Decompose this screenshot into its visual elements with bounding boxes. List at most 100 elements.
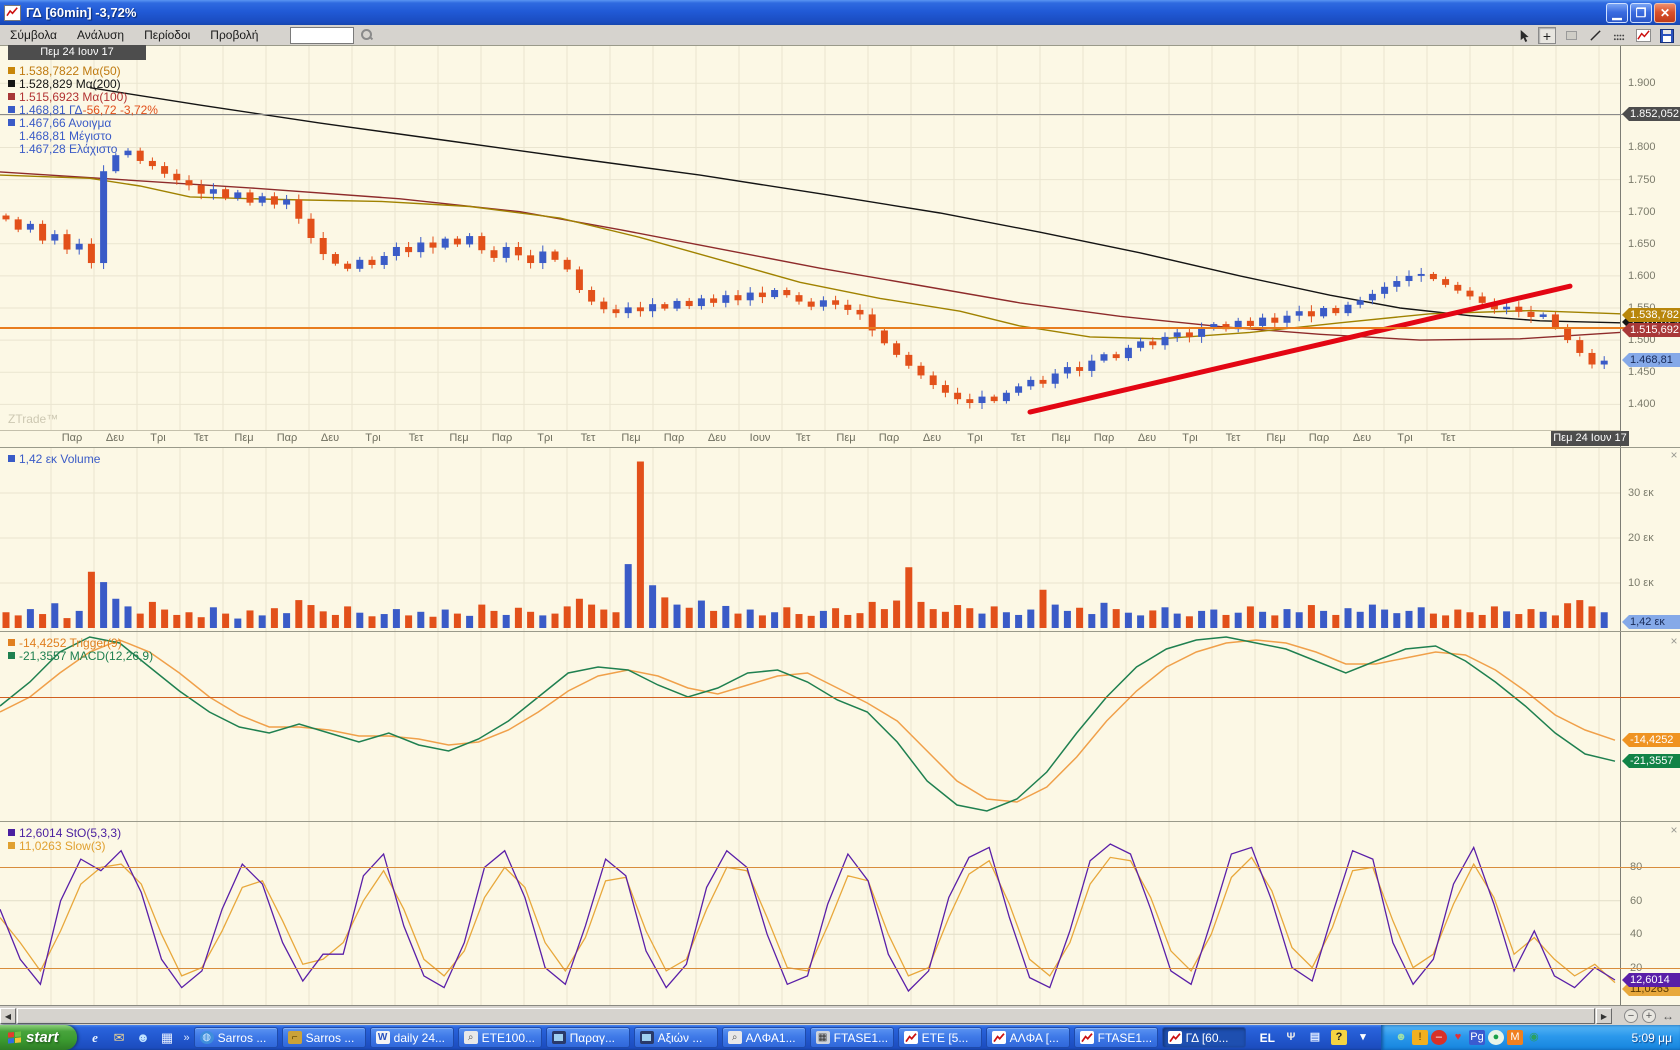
price-hline-1 (0, 327, 1680, 329)
taskbar-button-ΑΛΦΑ1-[interactable]: ⌕ ΑΛΦΑ1... (721, 1027, 806, 1048)
time-axis-label: Πεμ (1051, 432, 1071, 444)
ie-icon[interactable]: e (92, 1029, 98, 1045)
taskbar-button-Αξιών-[interactable]: Αξιών ... (633, 1027, 718, 1048)
volume-tick-10: 10 εκ (1628, 577, 1654, 589)
menu-view[interactable]: Προβολή (210, 28, 259, 42)
volume-tick-20: 20 εκ (1628, 532, 1654, 544)
taskbar-button-FTASE1-[interactable]: ▦ FTASE1... (809, 1027, 894, 1048)
taskbar-button-label: ΓΔ [60... (1185, 1030, 1229, 1045)
volume-legend: 1,42 εκ Volume (8, 451, 101, 466)
legend-text: 1.538,7822 Μα(50) (19, 63, 121, 78)
price-hline-0 (0, 114, 1680, 115)
menu-analysis[interactable]: Ανάλυση (77, 28, 125, 42)
crosshair-icon[interactable]: + (1538, 27, 1556, 44)
legend-row: 1.538,7822 Μα(50) (8, 63, 158, 78)
macd-zero-line (0, 697, 1680, 698)
scrollbar-thumb[interactable] (17, 1008, 1595, 1024)
heart-icon[interactable]: ♥ (1454, 1031, 1462, 1043)
time-axis-label: Παρ (878, 432, 900, 444)
time-axis-label: Τετ (580, 432, 596, 444)
help-icon[interactable]: ? (1330, 1030, 1347, 1045)
legend-row: -14,4252 Trigger(9) (8, 635, 153, 650)
box-icon[interactable] (1562, 27, 1580, 44)
volume-chart-canvas[interactable] (0, 448, 1620, 631)
pointer-icon[interactable] (1514, 27, 1532, 44)
taskbar-button-Sarros-[interactable]: ⌐ Sarros ... (281, 1027, 366, 1048)
taskbar-button-ETE-5-[interactable]: ETE [5... (897, 1027, 982, 1048)
taskbar-button-ETE100-[interactable]: ⌕ ETE100... (457, 1027, 542, 1048)
messenger-icon[interactable]: ☻ (136, 1030, 150, 1045)
menu-symbols[interactable]: Σύμβολα (10, 28, 57, 42)
eye-icon[interactable]: ◉ (1529, 1031, 1539, 1043)
taskbar-button-ΑΛΦΑ-[interactable]: ΑΛΦΑ [... (985, 1027, 1070, 1048)
price-legend: 1.538,7822 Μα(50) 1.528,829 Μα(200) 1.515,… (8, 63, 158, 156)
time-axis-label: Δευ (1137, 432, 1157, 444)
time-axis-label: Παρ (1093, 432, 1115, 444)
legend-text: -14,4252 Trigger(9) (19, 635, 122, 650)
legend-text: -56,72 -3,72% (82, 102, 158, 117)
time-axis-label: Τετ (408, 432, 424, 444)
user-icon[interactable]: ☻ (1395, 1031, 1407, 1043)
taskbar-button-label: ΑΛΦΑ1... (745, 1030, 796, 1045)
taskbar-button-label: ΑΛΦΑ [... (1009, 1030, 1059, 1045)
scroll-right-arrow[interactable]: ▶ (1596, 1008, 1612, 1024)
watermark: ZTrade™ (8, 412, 59, 426)
quick-launch-bar: e ✉ ☻ ▦ (87, 1029, 176, 1046)
time-axis-label: Τετ (1010, 432, 1026, 444)
close-button[interactable]: ✕ (1654, 2, 1676, 23)
macd-chart-canvas[interactable] (0, 632, 1620, 821)
quick-launch-overflow-icon[interactable]: » (183, 1031, 190, 1044)
monitor-icon (639, 1031, 654, 1044)
close-volume-panel-icon[interactable]: × (1670, 448, 1678, 462)
mail-icon[interactable]: ✉ (113, 1029, 125, 1045)
green-app-icon[interactable]: ● (1487, 1030, 1504, 1045)
time-axis-label: Τρι (150, 432, 166, 444)
search-icon[interactable] (360, 28, 374, 42)
magnifier-icon: ⌕ (727, 1031, 742, 1044)
stochastic-legend: 12,6014 StO(5,3,3) 11,0263 Slow(3) (8, 826, 121, 853)
close-stochastic-panel-icon[interactable]: × (1670, 823, 1678, 837)
pdf-app-icon[interactable]: Pg (1468, 1030, 1485, 1045)
legend-marker-icon (8, 829, 15, 836)
keyboard-icon[interactable]: ▤ (1309, 1031, 1321, 1043)
legend-row: 1.468,81 ΓΔ -56,72 -3,72% (8, 102, 158, 117)
trendline-icon[interactable] (1586, 27, 1604, 44)
zoom-out-button[interactable]: − (1624, 1009, 1638, 1023)
taskbar-clock: 5:09 μμ (1631, 1030, 1672, 1045)
taskbar-button-Sarros-[interactable]: ◍ Sarros ... (193, 1027, 278, 1048)
legend-row: 1,42 εκ Volume (8, 451, 101, 466)
scroll-left-arrow[interactable]: ◀ (0, 1008, 16, 1024)
stochastic-chart-canvas[interactable] (0, 822, 1620, 1005)
minimize-button[interactable]: ▁ (1606, 2, 1628, 23)
close-macd-panel-icon[interactable]: × (1670, 634, 1678, 648)
desktop-icon[interactable]: ▦ (160, 1029, 174, 1045)
taskbar-button-FTASE1-[interactable]: FTASE1... (1073, 1027, 1158, 1048)
start-button[interactable]: start (0, 1025, 77, 1050)
symbol-search-input[interactable] (290, 26, 355, 44)
taskbar-button-Παραγ-[interactable]: Παραγ... (545, 1027, 630, 1048)
language-indicator[interactable]: EL (1259, 1030, 1275, 1045)
shield-icon[interactable]: ! (1411, 1030, 1428, 1045)
save-icon[interactable] (1658, 27, 1676, 44)
zoom-in-button[interactable]: + (1642, 1009, 1656, 1023)
legend-marker-icon (8, 80, 15, 87)
menu-periods[interactable]: Περίοδοι (144, 28, 191, 42)
legend-indent (8, 132, 15, 139)
taskbar-button-label: Sarros ... (217, 1030, 267, 1045)
restore-chevron-icon[interactable]: ▾ (1360, 1031, 1366, 1043)
legend-row: -21,3557 MACD(12,26,9) (8, 649, 153, 663)
grid-icon[interactable] (1610, 27, 1628, 44)
msn-icon[interactable]: M (1506, 1030, 1523, 1045)
chart-icon[interactable] (1634, 27, 1652, 44)
microphone-icon[interactable]: Ψ (1286, 1031, 1296, 1043)
taskbar-button-ΓΔ-60-[interactable]: ΓΔ [60... (1161, 1027, 1246, 1048)
restore-button[interactable]: ❐ (1630, 2, 1652, 23)
legend-text: 1.468,81 ΓΔ (19, 102, 83, 117)
legend-text: 1,42 εκ Volume (19, 451, 101, 466)
resize-icon: ↔ (1662, 1009, 1674, 1023)
no-entry-icon[interactable]: – (1430, 1030, 1447, 1045)
price-tick-1.800: 1.800 (1628, 141, 1656, 153)
price-chart-canvas[interactable] (0, 46, 1620, 430)
chart-icon (903, 1031, 918, 1044)
